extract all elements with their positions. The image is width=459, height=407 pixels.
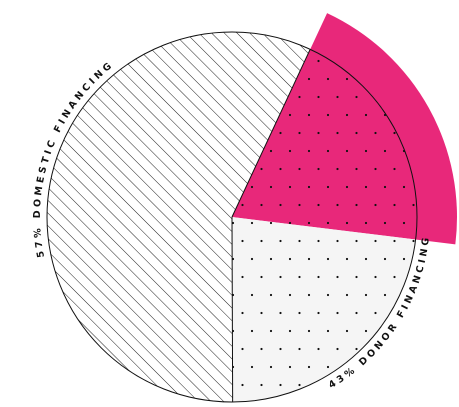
slice-hatch bbox=[47, 31, 311, 403]
slice-border bbox=[231, 49, 311, 218]
pie-outline bbox=[46, 31, 418, 403]
slice-border bbox=[231, 216, 234, 403]
slice-dots bbox=[232, 49, 417, 240]
slice-dots bbox=[232, 217, 416, 402]
